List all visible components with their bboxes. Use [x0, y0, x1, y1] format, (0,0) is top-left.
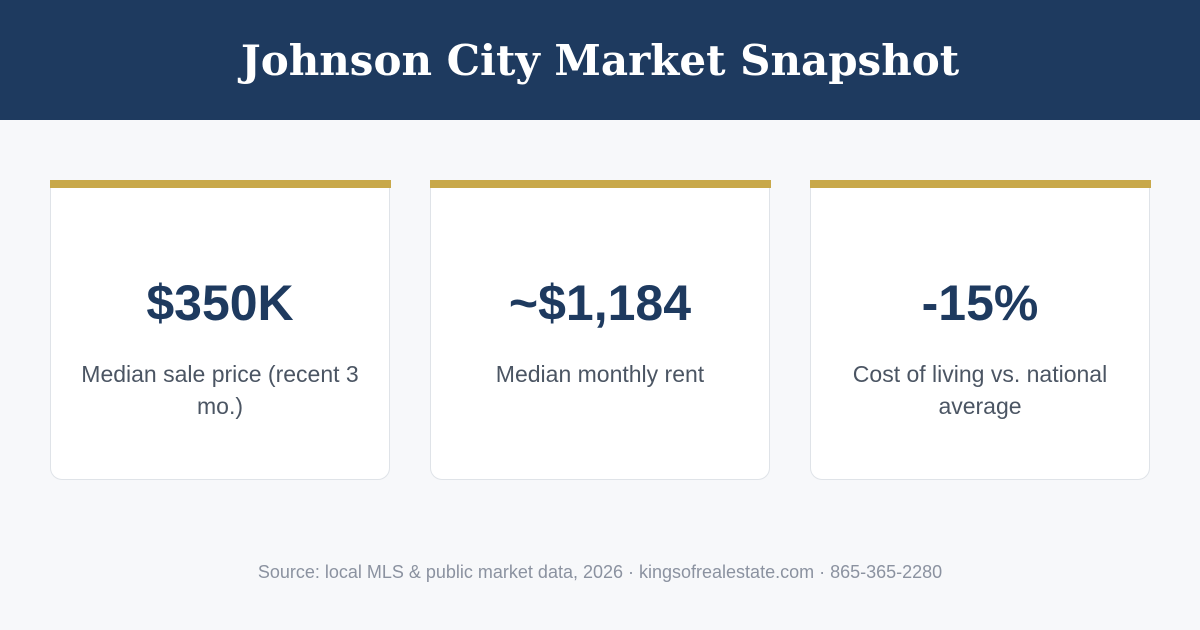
- stat-label: Median sale price (recent 3 mo.): [81, 361, 359, 419]
- stat-value: $350K: [146, 275, 294, 331]
- card-accent-bar: [49, 180, 391, 188]
- source-footer: Source: local MLS & public market data, …: [257, 562, 943, 582]
- page-title: Johnson City Market Snapshot: [240, 35, 960, 85]
- card-accent-bar: [809, 180, 1151, 188]
- stat-value: -15%: [921, 275, 1039, 331]
- stat-card-median-rent: ~$1,184 Median monthly rent: [429, 180, 771, 480]
- stat-cards: $350K Median sale price (recent 3 mo.) ~…: [49, 180, 1151, 480]
- stat-label: Cost of living vs. national average: [852, 361, 1108, 419]
- header-banner: Johnson City Market Snapshot: [0, 0, 1200, 120]
- stat-value: ~$1,184: [508, 275, 692, 331]
- card-accent-bar: [429, 180, 771, 188]
- stat-card-cost-of-living: -15% Cost of living vs. national average: [809, 180, 1151, 480]
- stat-label: Median monthly rent: [495, 361, 705, 387]
- stat-card-median-sale-price: $350K Median sale price (recent 3 mo.): [49, 180, 391, 480]
